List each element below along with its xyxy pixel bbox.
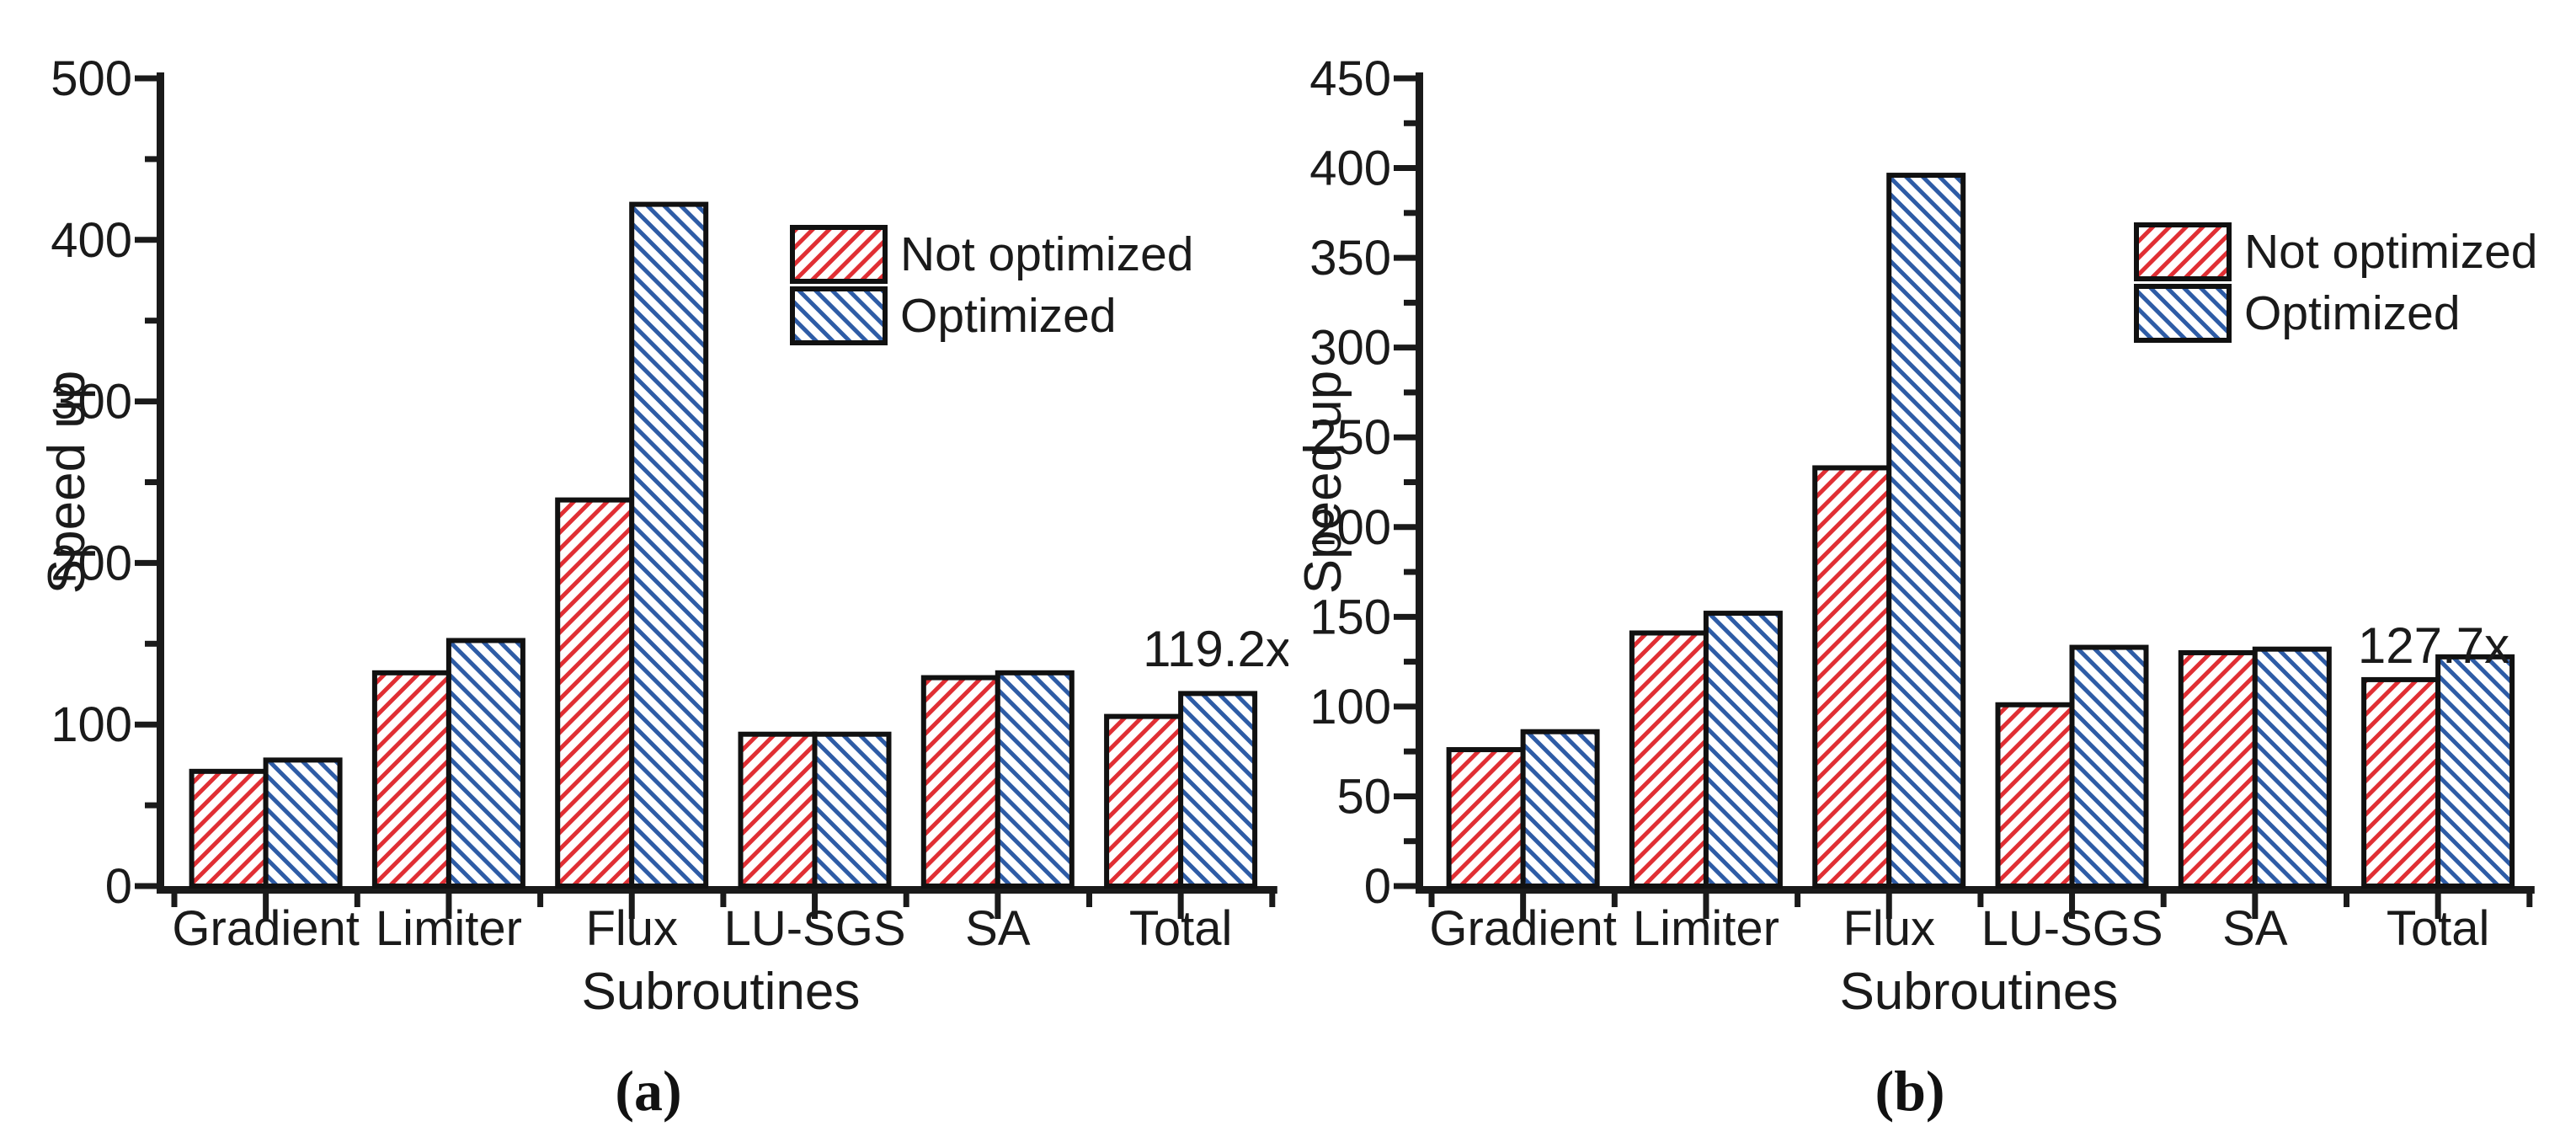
x-axis-title: Subroutines <box>581 963 860 1021</box>
x-tick-label-total: Total <box>1129 901 1233 956</box>
x-axis-title: Subroutines <box>1839 963 2118 1021</box>
legend-label: Optimized <box>900 289 1117 343</box>
bar-lu-sgs-optimized <box>812 731 892 889</box>
x-tick-label-limiter: Limiter <box>376 901 522 956</box>
bar-total-optimized <box>1178 691 1258 889</box>
speedup-annotation: 127.7x <box>2358 617 2509 674</box>
bar-sa-optimized <box>995 670 1075 889</box>
bar-flux-not-optimized <box>1812 465 1892 889</box>
y-axis-title: Speed up <box>1294 371 1352 594</box>
legend-label: Optimized <box>2244 286 2461 340</box>
bar-lu-sgs-not-optimized <box>738 731 818 889</box>
y-tick-label: 500 <box>51 51 132 106</box>
y-tick-label: 150 <box>1309 590 1391 644</box>
bar-flux-optimized <box>629 201 709 889</box>
y-tick-label: 200 <box>1309 500 1391 555</box>
bar-lu-sgs-not-optimized <box>1995 702 2075 889</box>
bar-sa-optimized <box>2252 646 2332 889</box>
y-tick-label: 0 <box>1364 859 1391 914</box>
panel-label-b: (b) <box>1875 1059 1945 1123</box>
legend-swatch-optimized-icon <box>2134 284 2232 343</box>
bar-total-optimized <box>2435 654 2515 889</box>
y-tick-label: 400 <box>51 213 132 268</box>
bar-chart-a: 0 100 200 300 400 500 Gradient Limiter Flux LU-SG… <box>38 51 1288 1021</box>
y-tick-label: 200 <box>51 536 132 590</box>
x-tick-label-flux: Flux <box>1843 901 1935 956</box>
speedup-annotation: 119.2x <box>1143 621 1288 677</box>
legend-label: Not optimized <box>900 227 1194 281</box>
x-tick-label-flux: Flux <box>585 901 678 956</box>
y-tick-label: 100 <box>1309 680 1391 734</box>
bar-gradient-not-optimized <box>1446 747 1526 889</box>
bar-gradient-optimized <box>263 757 343 889</box>
bar-sa-not-optimized <box>2178 649 2258 889</box>
x-tick-label-gradient: Gradient <box>1429 901 1616 956</box>
bar-gradient-not-optimized <box>189 768 269 889</box>
y-axis-title: Speed up <box>38 371 96 594</box>
y-tick-label: 0 <box>105 859 132 914</box>
axis-lines <box>1416 72 2535 894</box>
y-tick-label: 100 <box>51 697 132 752</box>
panel-label-a: (a) <box>615 1059 682 1123</box>
bar-flux-optimized <box>1886 173 1966 889</box>
bar-limiter-optimized <box>1703 611 1783 889</box>
y-tick-label: 300 <box>1309 321 1391 376</box>
bar-chart-b: 0 50 100 150 200 250 300 350 400 450 Gradient Limit… <box>1294 51 2538 1021</box>
y-tick-label: 250 <box>1309 410 1391 465</box>
panel-b: 0 50 100 150 200 250 300 350 400 450 Gradient Limit… <box>1288 0 2576 1132</box>
legend-swatch-not-optimized-icon <box>790 225 888 284</box>
y-tick-label: 450 <box>1309 51 1391 106</box>
x-tick-label-gradient: Gradient <box>172 901 359 956</box>
bar-limiter-not-optimized <box>371 670 451 889</box>
y-tick-label: 300 <box>51 375 132 430</box>
bar-total-not-optimized <box>2361 676 2441 889</box>
x-tick-label-total: Total <box>2387 901 2490 956</box>
legend-swatch-not-optimized-icon <box>2134 222 2232 281</box>
bar-total-not-optimized <box>1104 713 1184 889</box>
x-tick-label-sa: SA <box>965 901 1031 956</box>
y-tick-label: 50 <box>1336 769 1391 824</box>
x-tick-label-limiter: Limiter <box>1633 901 1779 956</box>
bar-lu-sgs-optimized <box>2069 644 2149 889</box>
bar-flux-not-optimized <box>555 497 635 889</box>
y-tick-label: 350 <box>1309 231 1391 286</box>
bar-gradient-optimized <box>1520 729 1600 889</box>
x-tick-label-lu-sgs: LU-SGS <box>1981 901 2163 956</box>
legend-swatch-optimized-icon <box>790 286 888 345</box>
x-tick-label-sa: SA <box>2222 901 2288 956</box>
x-tick-label-lu-sgs: LU-SGS <box>724 901 906 956</box>
bar-sa-not-optimized <box>920 675 1000 889</box>
axis-lines <box>157 72 1277 894</box>
legend-label: Not optimized <box>2244 225 2538 279</box>
panel-a: 0 100 200 300 400 500 Gradient Limiter Flux LU-SG… <box>38 51 1288 1123</box>
bar-limiter-optimized <box>445 638 525 889</box>
y-tick-label: 400 <box>1309 142 1391 196</box>
bar-limiter-not-optimized <box>1629 630 1709 889</box>
